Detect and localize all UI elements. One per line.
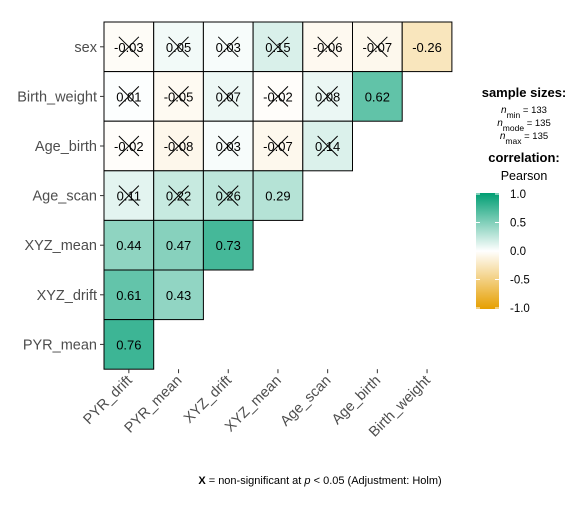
y-tick-label-birth-weight: Birth_weight [17,89,97,105]
non-significant-cross [317,36,339,58]
cell-xyz-mean-xyz-drift: 0.73 [202,219,254,271]
non-significant-cross [217,36,239,58]
non-significant-cross [118,185,140,206]
cell-birth-weight-pyr-mean: -0.05 [153,71,204,122]
y-tick-label-xyz-mean: XYZ_mean [24,238,97,254]
cell-rect [352,71,403,122]
non-significant-cross [267,36,289,58]
cell-age-scan-xyz-mean: 0.29 [252,170,304,221]
non-significant-cross [317,135,339,157]
cell-birth-weight-xyz-drift: 0.07 [202,71,254,122]
cell-pyr-mean-pyr-drift: 0.76 [103,319,155,370]
non-significant-cross [217,86,239,107]
legend-tick-label: 0.0 [510,246,526,258]
legend-tick-label: -0.5 [510,275,530,287]
non-significant-cross [118,36,140,58]
cell-sex-age-scan: -0.06 [302,21,353,73]
non-significant-cross [217,135,239,157]
cell-sex-pyr-mean: 0.05 [153,21,204,73]
y-tick-label-pyr-mean: PYR_mean [23,337,97,353]
legend-sample-sizes-title: sample sizes: [482,85,567,100]
y-tick-label-xyz-drift: XYZ_drift [37,288,97,304]
cell-xyz-mean-pyr-mean: 0.47 [153,219,204,271]
cell-age-birth-pyr-mean: -0.08 [153,120,204,172]
legend-tick-label: -1.0 [510,303,530,315]
legend-n-min: nmin = 133 [501,105,547,120]
legend-n-mode: nmode = 135 [497,118,551,133]
cell-xyz-drift-pyr-mean: 0.43 [153,269,204,321]
legend-tick-label: 0.5 [510,218,526,230]
y-tick-label-sex: sex [74,40,97,56]
cell-age-birth-xyz-mean: -0.07 [252,120,304,172]
cell-sex-pyr-drift: -0.03 [103,21,155,73]
cell-age-birth-age-scan: 0.14 [302,120,353,172]
cell-rect [153,269,204,321]
legend-n-max: nmax = 135 [500,131,548,146]
y-axis: sex Birth_weight Age_birth Age_scan XYZ_mean… [17,40,104,353]
cell-value-label: -0.26 [412,40,442,55]
cell-age-scan-pyr-mean: 0.22 [153,170,204,221]
cell-value-label: 0.47 [166,238,191,253]
cell-sex-age-birth: -0.07 [352,21,403,73]
cell-value-label: 0.44 [116,238,141,253]
legend-tick-label: 1.0 [510,189,526,201]
cell-value-label: 0.62 [365,89,390,104]
cell-xyz-mean-pyr-drift: 0.44 [103,219,155,271]
cell-birth-weight-age-birth: 0.62 [352,71,403,122]
y-tick-label-age-scan: Age_scan [33,189,98,205]
non-significant-cross [168,135,189,157]
cell-value-label: 0.76 [116,337,141,352]
legend: sample sizes: nmin = 133 nmode = 135 nma… [476,85,566,315]
cell-value-label: 0.43 [166,288,191,303]
non-significant-cross [217,185,239,206]
cell-rect [252,170,304,221]
cell-age-scan-pyr-drift: 0.11 [103,170,155,221]
cell-birth-weight-age-scan: 0.08 [302,71,353,122]
non-significant-cross [267,135,289,157]
non-significant-cross [267,86,289,107]
non-significant-cross [168,36,189,58]
cell-sex-birth-weight: -0.26 [401,21,453,73]
non-significant-cross [118,86,140,107]
non-significant-cross [168,86,189,107]
cell-age-birth-xyz-drift: 0.03 [202,120,254,172]
cell-rect [401,21,453,73]
caption: X = non-significant at p < 0.05 (Adjustm… [198,475,441,487]
heatmap-cells: -0.030.050.030.15-0.06-0.07-0.260.01-0.0… [103,21,453,370]
cell-value-label: 0.61 [116,288,141,303]
cell-xyz-drift-pyr-drift: 0.61 [103,269,155,321]
x-axis: PYR_driftPYR_meanXYZ_driftXYZ_meanAge_sc… [80,369,434,440]
legend-colorbar [476,193,499,309]
y-tick-label-age-birth: Age_birth [35,139,97,155]
cell-age-birth-pyr-drift: -0.02 [103,120,155,172]
x-tick-label-age-scan: Age_scan [278,373,335,430]
cell-age-scan-xyz-drift: 0.26 [202,170,254,221]
cell-sex-xyz-mean: 0.15 [252,21,304,73]
cell-value-label: 0.73 [216,238,241,253]
legend-ticks: 1.0 0.5 0.0 -0.5 -1.0 [476,189,530,315]
cell-birth-weight-pyr-drift: 0.01 [103,71,155,122]
legend-method: Pearson [501,169,548,183]
cell-value-label: 0.29 [265,189,290,204]
non-significant-cross [168,185,189,206]
non-significant-cross [118,135,140,157]
cell-sex-xyz-drift: 0.03 [202,21,254,73]
non-significant-cross [317,86,339,107]
cell-birth-weight-xyz-mean: -0.02 [252,71,304,122]
non-significant-cross [366,36,388,58]
legend-correlation-title: correlation: [488,150,560,165]
cell-rect [202,219,254,271]
